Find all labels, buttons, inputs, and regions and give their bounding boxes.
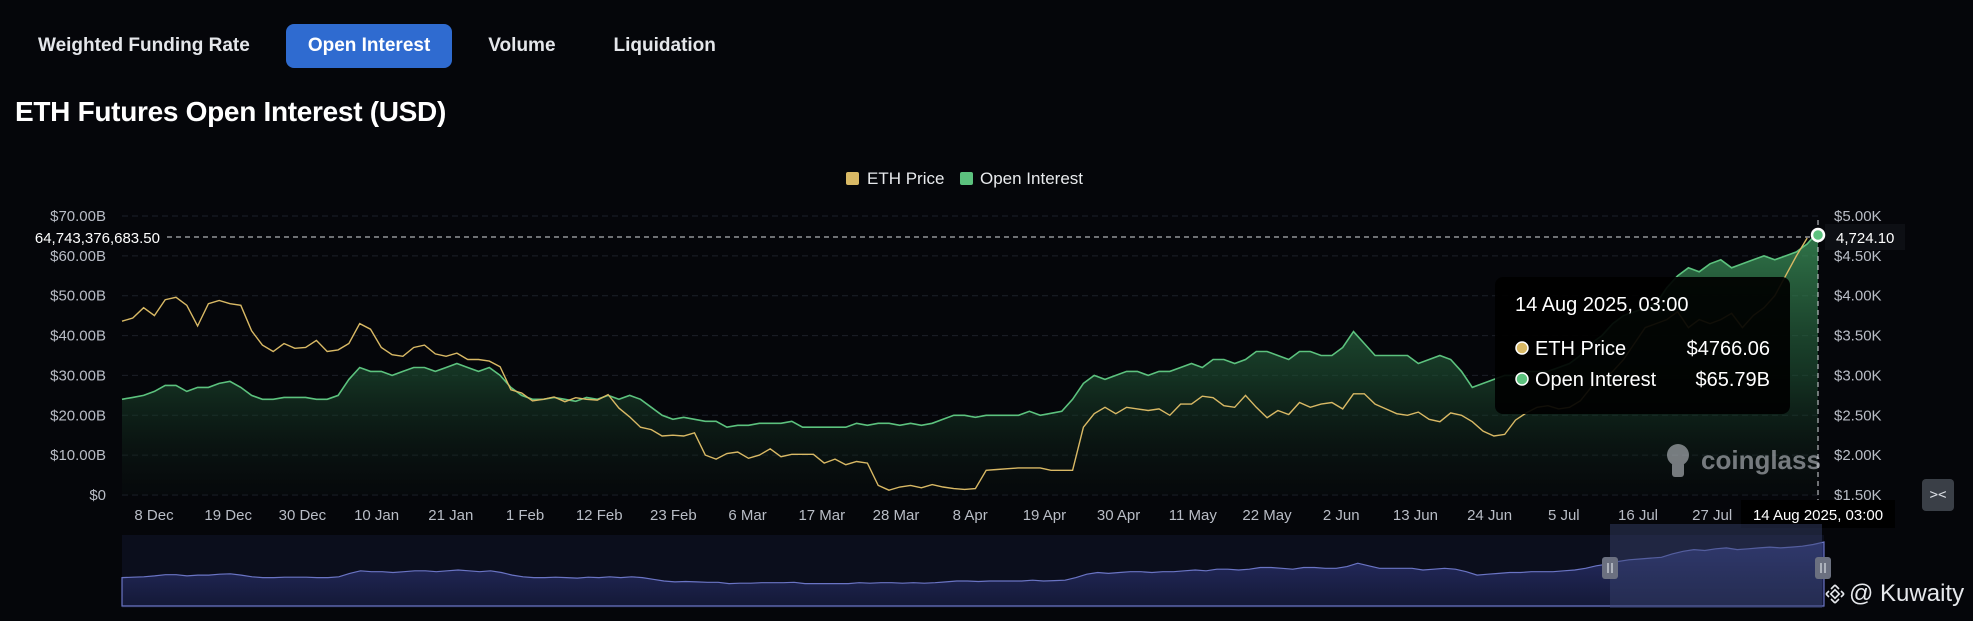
y-left-tick-label: $40.00B [50,328,106,345]
navigator-handle-right[interactable] [1815,557,1831,579]
x-tick-label: 19 Dec [204,507,252,524]
y-left-tick-label: $70.00B [50,208,106,225]
watermark-text: @ Kuwaity [1849,580,1965,607]
legend-label-eth-price: ETH Price [867,169,944,188]
legend-swatch-eth-price [846,172,859,185]
y-axis-left: $0 $10.00B $20.00B $30.00B $40.00B $50.00B $60… [50,208,106,504]
tooltip-swatch-eth-price [1515,341,1529,355]
y-right-tick-label: $3.00K [1834,367,1882,384]
y-right-tick-label: $1.50K [1834,487,1882,504]
range-navigator[interactable] [121,524,1831,608]
crosshair-date: 14 Aug 2025, 03:00 [1753,507,1883,524]
binance-icon [1825,584,1845,604]
tab-bar: Weighted Funding Rate Open Interest Volu… [16,24,738,68]
tooltip-box [1495,277,1790,414]
x-tick-label: 8 Dec [134,507,174,524]
crosshair-date-box [1741,500,1895,528]
y-left-tick-label: $0 [89,487,106,504]
crosshair-right-label-box [1825,224,1905,250]
watermark: @ Kuwaity [1825,580,1964,608]
crosshair: 64,743,376,683.50 4,724.10 14 Aug 2025, … [0,220,1905,528]
x-tick-label: 11 May [1169,507,1218,524]
crosshair-right-value: 4,724.10 [1836,230,1894,247]
tooltip-date: 14 Aug 2025, 03:00 [1515,294,1689,316]
y-left-tick-label: $50.00B [50,288,106,305]
x-tick-label: 28 Mar [873,507,920,524]
y-left-tick-label: $60.00B [50,248,106,265]
legend-swatch-open-interest [960,172,973,185]
x-tick-label: 13 Jun [1393,507,1438,524]
crosshair-point [1810,227,1826,243]
tab-weighted-funding-rate[interactable]: Weighted Funding Rate [38,35,250,56]
y-right-tick-label: $4.50K [1834,248,1882,265]
x-tick-label: 27 Jul [1692,507,1732,524]
x-tick-label: 19 Apr [1023,507,1066,524]
x-tick-label: 21 Jan [428,507,473,524]
x-tick-label: 10 Jan [354,507,399,524]
x-tick-label: 8 Apr [953,507,988,524]
x-tick-label: 24 Jun [1467,507,1512,524]
crosshair-left-value: 64,743,376,683.50 [35,230,160,247]
y-left-tick-label: $20.00B [50,407,106,424]
tooltip: 14 Aug 2025, 03:00 ETH Price $4766.06 Op… [1495,277,1790,414]
x-tick-label: 1 Feb [506,507,544,524]
page-title: ETH Futures Open Interest (USD) [15,96,446,127]
y-left-tick-label: $30.00B [50,367,106,384]
tooltip-swatch-open-interest [1515,372,1529,386]
open-interest-area [122,231,1818,495]
x-axis: 8 Dec 19 Dec 30 Dec 10 Jan 21 Jan 1 Feb 12 Feb… [134,507,1732,524]
tooltip-value-open-interest: $65.79B [1695,369,1770,391]
tab-volume[interactable]: Volume [488,35,556,56]
x-tick-label: 12 Feb [576,507,623,524]
tooltip-value-eth-price: $4766.06 [1687,338,1770,360]
tab-liquidation[interactable]: Liquidation [613,35,716,56]
tooltip-label-eth-price: ETH Price [1535,338,1626,360]
y-left-tick-label: $10.00B [50,447,106,464]
navigator-handle-left[interactable] [1602,557,1618,579]
x-tick-label: 17 Mar [798,507,845,524]
x-tick-label: 6 Mar [728,507,766,524]
navigator-area [121,541,1825,607]
x-tick-label: 23 Feb [650,507,697,524]
x-tick-label: 30 Dec [279,507,327,524]
x-tick-label: 30 Apr [1097,507,1140,524]
coinglass-logo-icon [1667,444,1689,477]
crosshair-left-label-box [0,224,165,250]
y-right-tick-label: $2.00K [1834,447,1882,464]
y-axis-right: $1.50K $2.00K $2.50K $3.00K $3.50K $4.00K $4.5… [1834,208,1882,504]
coinglass-logo: coinglass [1667,444,1821,477]
collapse-icon[interactable]: >< [1922,479,1954,511]
y-right-tick-label: $5.00K [1834,208,1882,225]
y-right-tick-label: $2.50K [1834,407,1882,424]
y-right-tick-label: $4.00K [1834,288,1882,305]
x-tick-label: 2 Jun [1323,507,1360,524]
y-right-tick-label: $3.50K [1834,328,1882,345]
chart-legend: ETH Price Open Interest [846,169,1083,188]
tab-open-interest[interactable]: Open Interest [285,24,453,68]
tooltip-label-open-interest: Open Interest [1535,369,1657,391]
legend-label-open-interest: Open Interest [980,169,1083,188]
x-tick-label: 16 Jul [1618,507,1658,524]
x-tick-label: 22 May [1242,507,1292,524]
x-tick-label: 5 Jul [1548,507,1580,524]
navigator-selection [1610,524,1822,608]
coinglass-logo-text: coinglass [1701,445,1821,475]
